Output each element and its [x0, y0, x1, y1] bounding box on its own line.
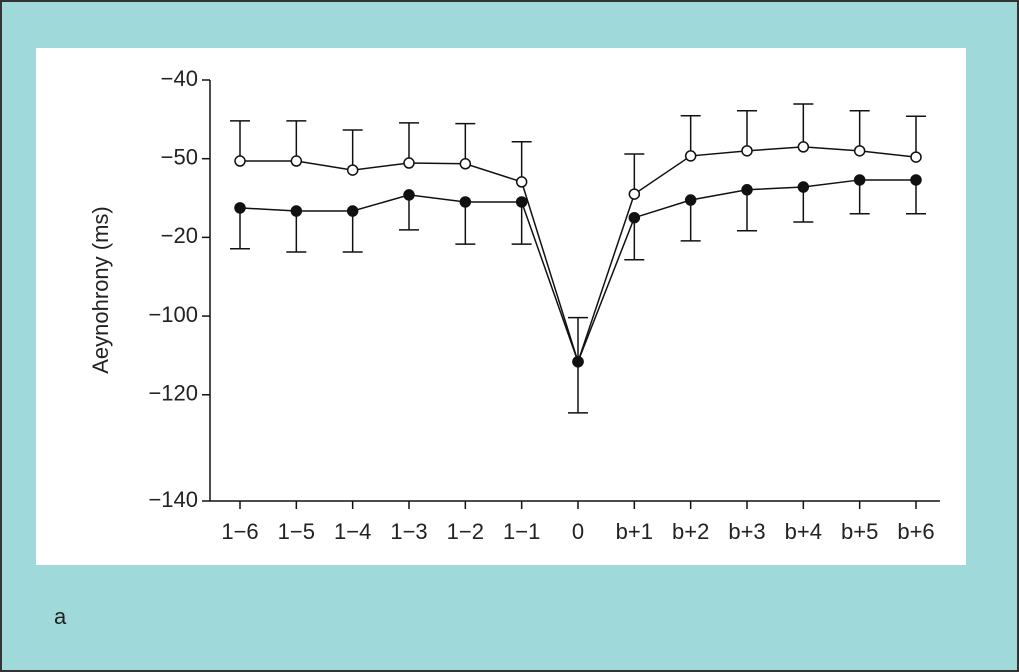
marker [797, 141, 810, 153]
marker [459, 158, 472, 170]
error-bar [342, 211, 363, 253]
marker [628, 188, 641, 200]
x-tick-label: b+3 [728, 519, 765, 544]
marker [290, 205, 303, 217]
y-tick-label: −40 [161, 66, 198, 91]
marker [290, 155, 303, 167]
error-bar [286, 120, 307, 162]
x-tick-label: 1−6 [221, 519, 258, 544]
marker [346, 205, 359, 217]
error-bar [737, 189, 757, 232]
marker [234, 202, 246, 214]
x-tick-label: b+6 [897, 519, 934, 544]
x-tick-label: b+1 [616, 519, 653, 544]
error-bar [624, 153, 645, 195]
marker [853, 174, 866, 186]
x-tick-label: 1−5 [278, 519, 315, 544]
error-bar [399, 194, 419, 231]
marker [853, 145, 866, 157]
marker [684, 194, 697, 206]
marker [572, 355, 584, 368]
marker [684, 150, 697, 162]
panel [36, 48, 966, 565]
x-tick-label: 0 [572, 519, 584, 544]
error-bar [286, 211, 307, 253]
error-bar [680, 115, 701, 156]
y-tick-label: −120 [148, 381, 198, 406]
error-bar [793, 103, 814, 147]
x-tick-label: b+2 [672, 519, 709, 544]
error-bar [511, 141, 532, 182]
error-bar [624, 217, 645, 261]
error-bar [455, 122, 476, 164]
marker [403, 157, 415, 169]
x-tick-label: b+4 [785, 519, 822, 544]
marker [346, 164, 359, 176]
error-bar [793, 187, 814, 223]
error-bar [906, 115, 926, 158]
x-tick-label: 1−2 [447, 519, 484, 544]
error-bar [568, 316, 588, 362]
error-bar [511, 201, 532, 245]
marker [459, 196, 472, 208]
error-bar [230, 120, 250, 162]
marker [741, 145, 753, 157]
error-bar [680, 200, 701, 242]
marker [515, 176, 528, 188]
x-tick-label: 1−4 [334, 519, 371, 544]
y-axis-label: Aeynohrony (ms) [88, 206, 113, 374]
panel-label: a [54, 604, 67, 629]
error-bar [342, 129, 363, 171]
y-tick-label: −50 [161, 145, 198, 170]
marker [741, 184, 753, 196]
error-bar [849, 109, 870, 151]
error-bar [230, 207, 250, 250]
x-tick-label: 1−1 [503, 519, 540, 544]
y-tick-label: −140 [148, 487, 198, 512]
marker [910, 151, 922, 163]
x-tick-label: b+5 [841, 519, 878, 544]
error-bar [399, 122, 419, 164]
x-tick-label: 1−3 [390, 519, 427, 544]
marker [628, 211, 641, 224]
error-bar [568, 361, 588, 414]
y-tick-label: −100 [148, 302, 198, 327]
y-tick-label: −20 [161, 223, 198, 248]
marker [910, 174, 922, 186]
marker [234, 155, 246, 167]
marker [515, 196, 528, 208]
marker [403, 189, 415, 201]
error-bar [455, 201, 476, 245]
marker [797, 181, 810, 193]
error-bar [737, 109, 757, 151]
